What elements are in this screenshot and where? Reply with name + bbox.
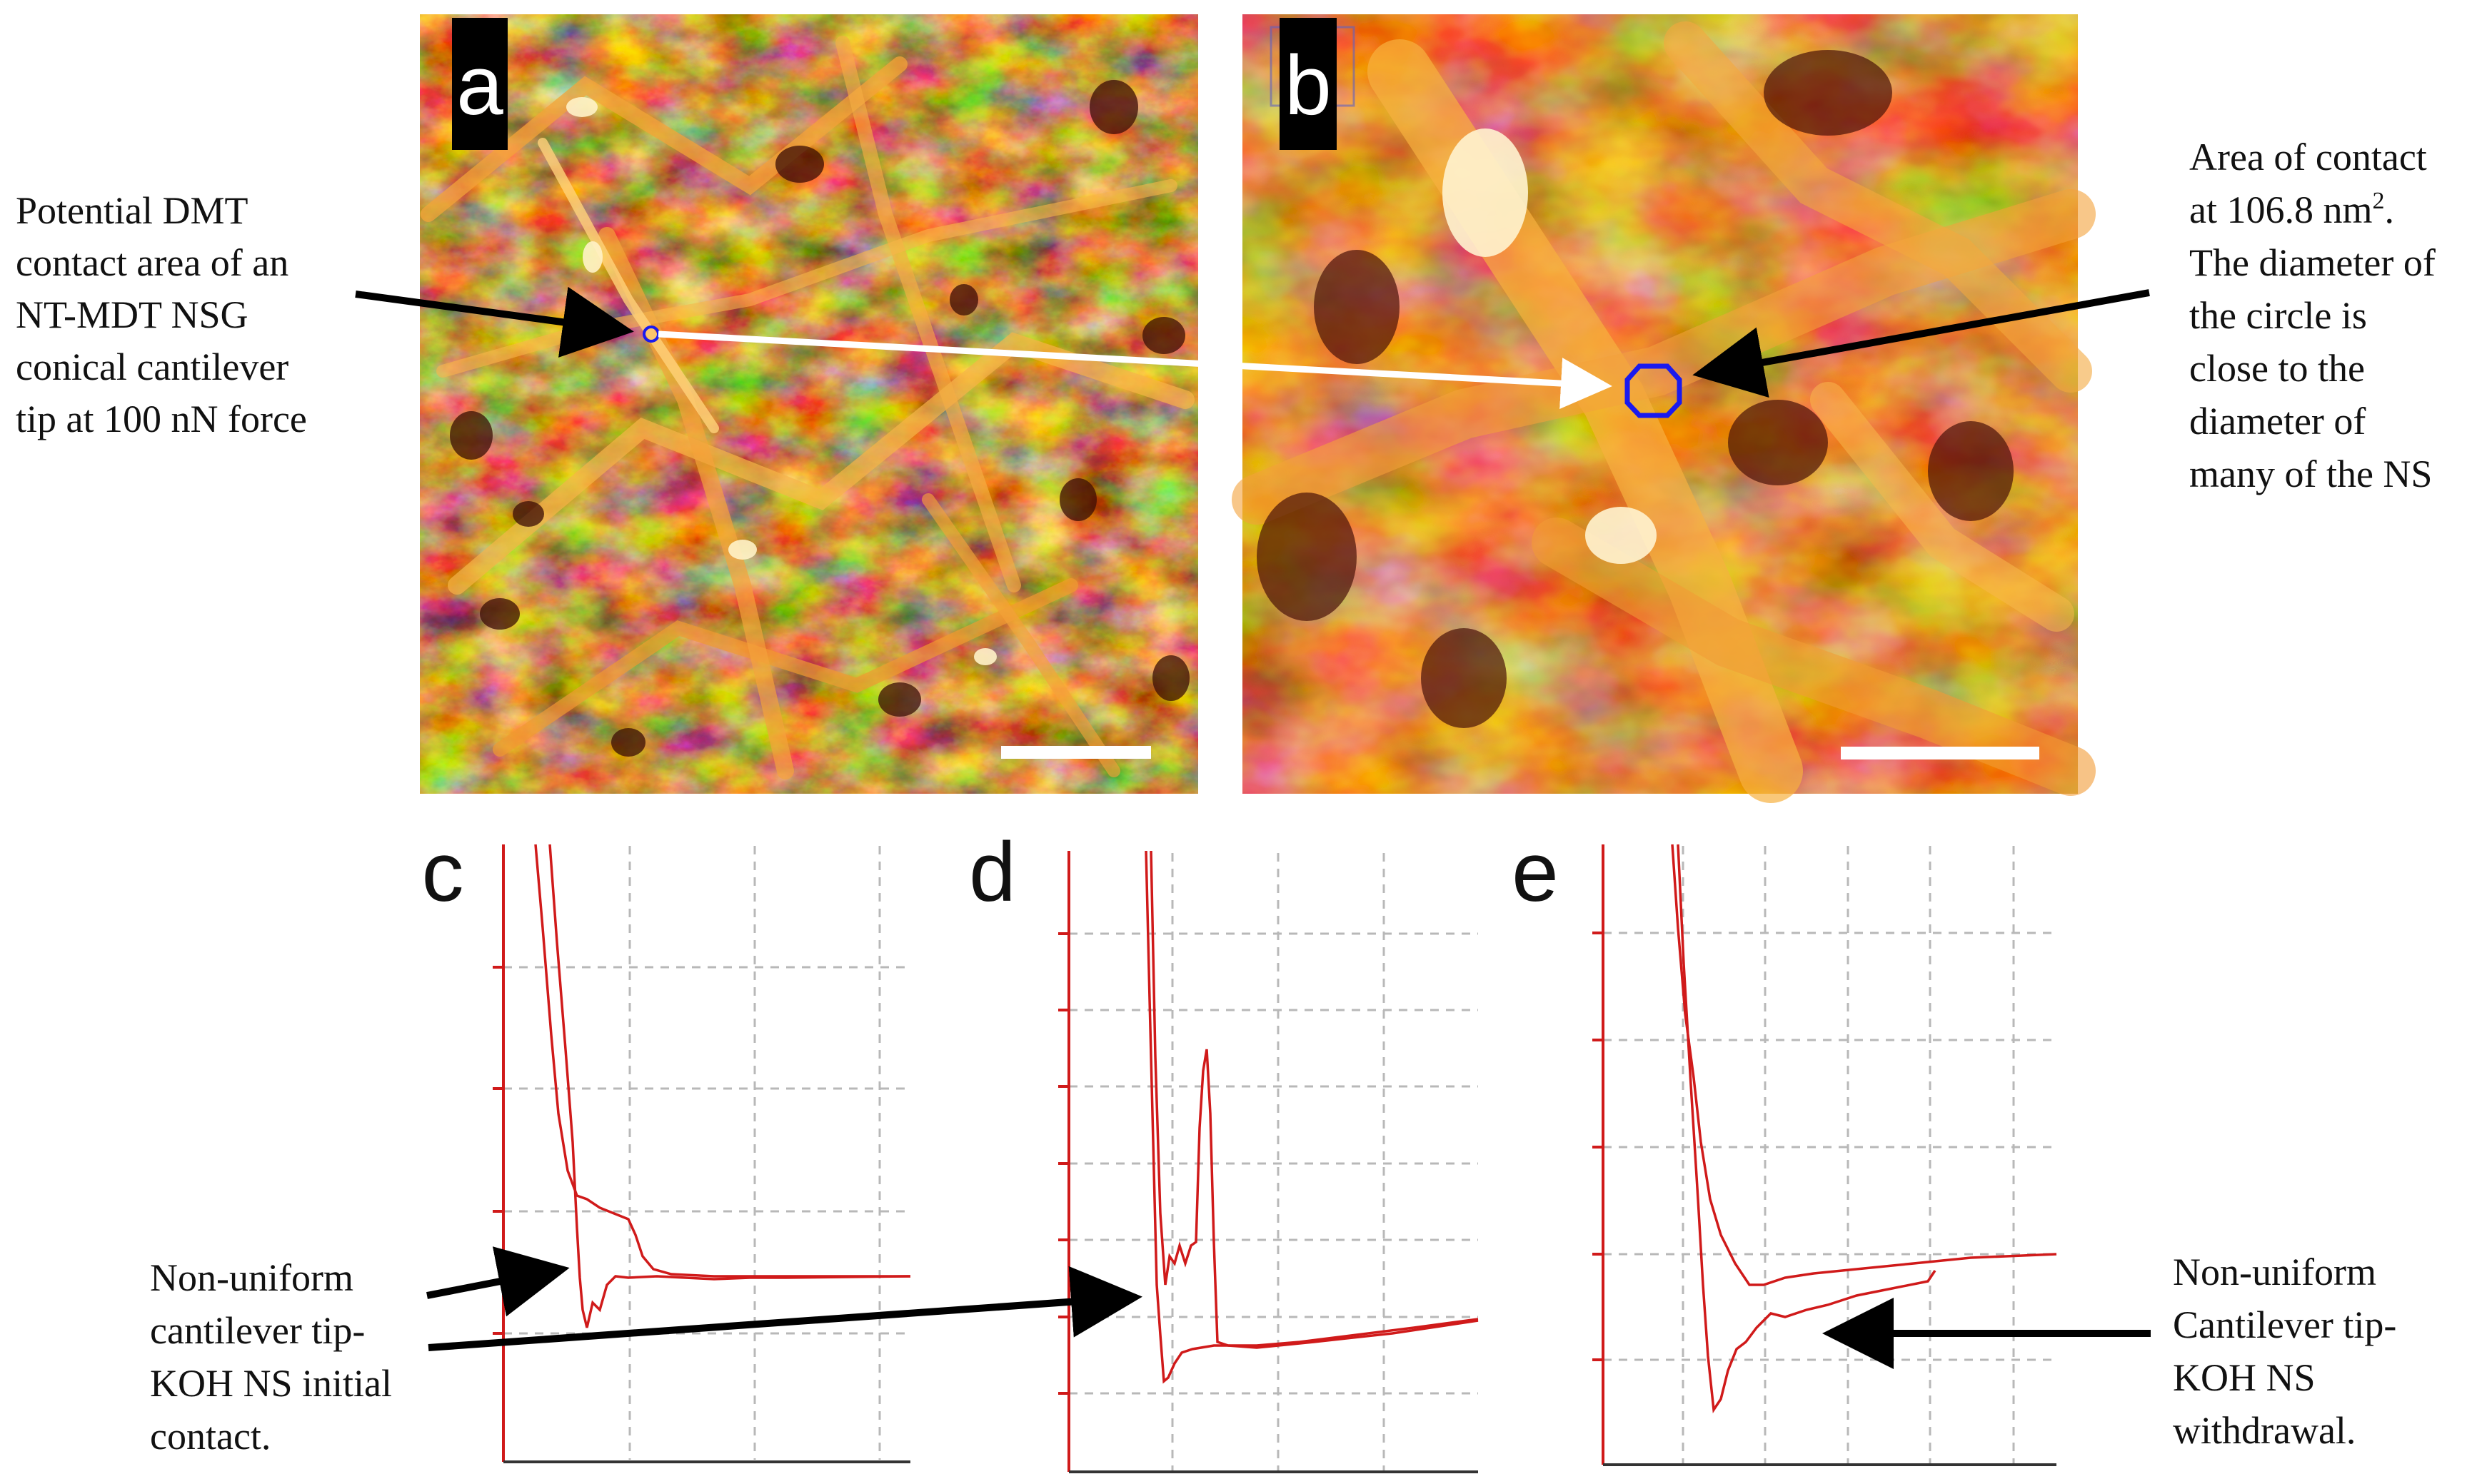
approach-curve-d [1145, 850, 1479, 1384]
approach-curve-c [534, 844, 910, 1278]
annot-right-top-line-3: The diameter of [2189, 241, 2436, 284]
annotation-contact-area-left: Potential DMT contact area of an NT-MDT … [16, 189, 307, 440]
arrow-to-curve-d [428, 1266, 1142, 1351]
annot-right-top-line-2-prefix: at 106.8 nm [2189, 188, 2372, 231]
afm-image-panel-a: a [420, 14, 1198, 794]
arrow-to-curve-c [426, 1246, 570, 1317]
force-curve-panel-d: d [969, 825, 1479, 1473]
annot-left-bottom-line-2: cantilever tip- [150, 1309, 365, 1352]
annotation-initial-contact: Non-uniform cantilever tip- KOH NS initi… [150, 1256, 392, 1458]
panel-letter-d: d [969, 825, 1016, 919]
annot-right-bottom-line-4: withdrawal. [2173, 1409, 2356, 1452]
annot-right-top-line-6: diameter of [2189, 400, 2366, 443]
annot-right-top-line-7: many of the NS [2189, 453, 2432, 495]
panel-letter-c: c [422, 825, 464, 919]
panel-letter-a: a [456, 39, 503, 133]
force-curve-panel-e: e [1512, 825, 2057, 1466]
annot-right-bottom-line-2: Cantilever tip- [2173, 1303, 2396, 1346]
annot-right-top-line-2-suffix: . [2384, 188, 2394, 231]
retract-curve-d [1150, 850, 1479, 1349]
annot-right-bottom-line-1: Non-uniform [2173, 1251, 2376, 1293]
annot-right-top-line-5: close to the [2189, 347, 2365, 390]
afm-bright-spots-b [1442, 128, 1657, 564]
annotation-withdrawal: Non-uniform Cantilever tip- KOH NS withd… [2173, 1251, 2396, 1452]
annot-left-top-line-5: tip at 100 nN force [16, 398, 307, 440]
grid-e [1603, 846, 2056, 1463]
scale-bar-b [1841, 747, 2039, 759]
panel-label-box-a [452, 18, 508, 150]
axes-c [493, 844, 505, 1462]
annot-left-bottom-line-3: KOH NS initial [150, 1362, 392, 1405]
panel-label-box-b [1280, 18, 1337, 150]
annot-left-bottom-line-4: contact. [150, 1415, 271, 1458]
arrow-to-contact-a [355, 286, 634, 358]
annot-left-bottom-line-1: Non-uniform [150, 1256, 353, 1299]
annotation-contact-area-right: Area of contact at 106.8 nm2. The diamet… [2189, 136, 2436, 495]
axes-d [1058, 851, 1070, 1472]
annot-left-top-line-2: contact area of an [16, 241, 288, 284]
arrow-to-contact-b [1692, 289, 2150, 398]
afm-dark-regions-b [1257, 50, 2014, 728]
annot-left-top-line-1: Potential DMT [16, 189, 248, 232]
approach-curve-e [1671, 844, 2057, 1286]
panel-letter-e: e [1512, 825, 1559, 919]
grid-c [503, 846, 910, 1460]
afm-image-panel-b: b [1232, 14, 2096, 803]
annot-right-bottom-line-3: KOH NS [2173, 1356, 2316, 1399]
axes-e [1592, 844, 1604, 1465]
retract-curve-e [1677, 844, 1936, 1413]
afm-dark-pits-a [450, 80, 1190, 757]
annot-left-top-line-3: NT-MDT NSG [16, 293, 248, 336]
annot-right-top-line-4: the circle is [2189, 294, 2367, 337]
grid-d [1069, 853, 1478, 1470]
annot-left-top-line-4: conical cantilever [16, 345, 288, 388]
force-curve-panel-c: c [422, 825, 911, 1463]
afm-bright-spots-a [566, 97, 997, 665]
contact-circle-b [1624, 363, 1682, 418]
annot-right-top-line-2-sup: 2 [2372, 188, 2384, 214]
zoom-link-arrow [658, 330, 1612, 410]
annot-right-top-line-1: Area of contact [2189, 136, 2427, 178]
annot-right-top-line-2: at 106.8 nm2. [2189, 188, 2394, 231]
scale-bar-a [1001, 746, 1151, 759]
retract-curve-c [548, 844, 911, 1328]
panel-letter-b: b [1285, 39, 1332, 133]
